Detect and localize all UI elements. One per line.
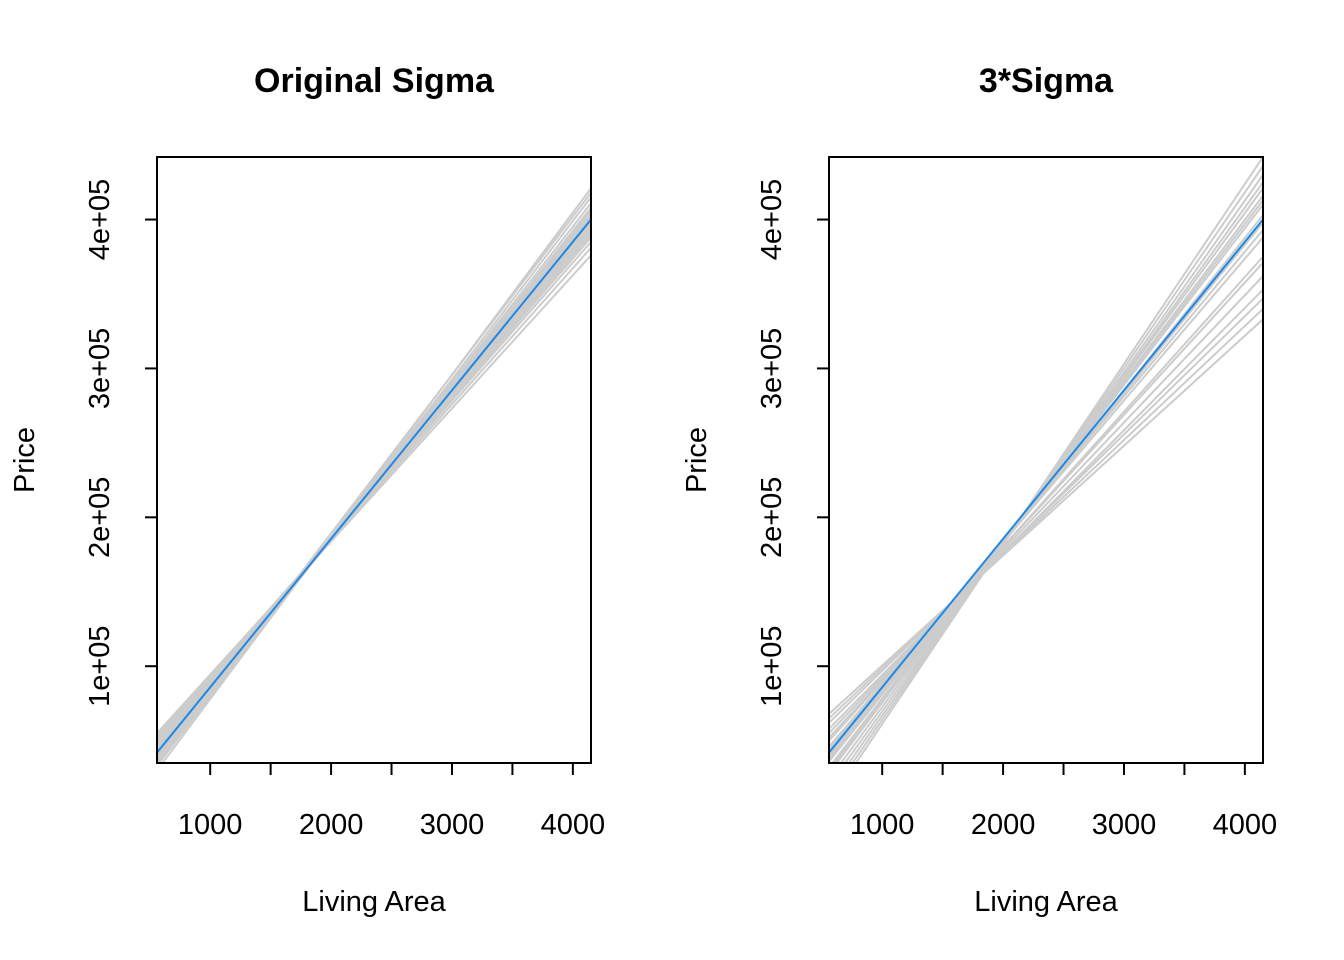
fit-line — [157, 218, 591, 754]
sample-line — [829, 308, 1263, 720]
x-tick-label: 4000 — [541, 809, 606, 841]
sample-line — [157, 233, 591, 743]
y-axis-label: Price — [9, 427, 41, 493]
x-axis-label: Living Area — [302, 886, 446, 918]
y-tick-label: 2e+05 — [84, 477, 116, 558]
sample-line — [157, 247, 591, 737]
sample-line — [157, 209, 591, 758]
y-tick-label: 1e+05 — [756, 625, 788, 706]
fit-line — [829, 218, 1263, 754]
sample-line — [161, 187, 591, 763]
plot-area — [157, 187, 591, 763]
y-tick-label: 3e+05 — [756, 328, 788, 409]
plot-frame — [828, 156, 1264, 764]
chart-title: 3*Sigma — [979, 62, 1114, 100]
axes: 1000 2000 3000 4000 1e+05 2e+05 3e+05 4e+05 — [756, 179, 1277, 841]
plot-frame — [156, 156, 592, 764]
x-tick-label: 2000 — [299, 809, 364, 841]
y-tick-label: 4e+05 — [756, 179, 788, 260]
x-tick-label: 3000 — [420, 809, 485, 841]
x-tick-label: 1000 — [178, 809, 243, 841]
sample-line — [829, 262, 1263, 739]
y-tick-label: 3e+05 — [84, 328, 116, 409]
y-axis-label: Price — [681, 427, 713, 493]
chart-title: Original Sigma — [254, 62, 495, 100]
panel-3-sigma: 3*Sigma Living Area Price 1000 2000 3000 40… — [681, 62, 1277, 918]
y-tick-label: 1e+05 — [84, 625, 116, 706]
y-tick-label: 4e+05 — [84, 179, 116, 260]
y-tick-label: 2e+05 — [756, 477, 788, 558]
x-tick-label: 3000 — [1092, 809, 1157, 841]
x-axis-label: Living Area — [974, 886, 1118, 918]
sample-line — [829, 318, 1263, 715]
panel-original-sigma: Original Sigma Living Area Price 1000 200… — [9, 62, 605, 918]
plot-area — [829, 157, 1263, 763]
axes: 1000 2000 3000 4000 1e+05 2e+05 3e+05 4e+05 — [84, 179, 605, 841]
sample-line — [829, 275, 1263, 734]
sample-line — [854, 157, 1263, 763]
sample-line — [829, 288, 1263, 730]
x-tick-label: 4000 — [1213, 809, 1278, 841]
x-tick-label: 2000 — [971, 809, 1036, 841]
sample-line — [829, 256, 1263, 742]
sample-line — [829, 297, 1263, 724]
x-tick-label: 1000 — [850, 809, 915, 841]
